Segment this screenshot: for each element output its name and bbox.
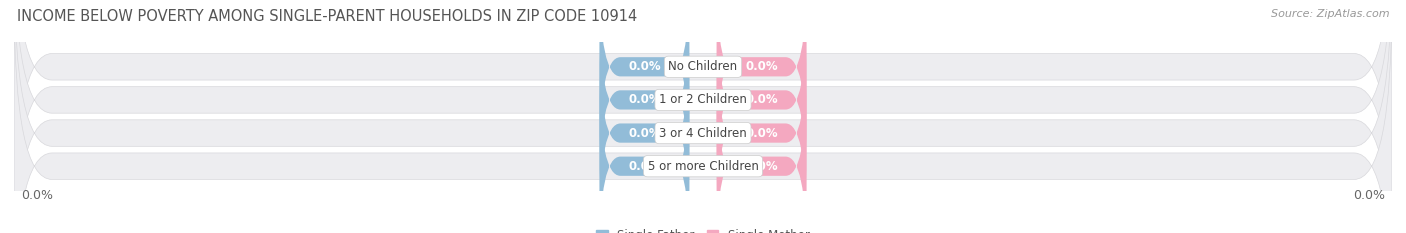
Text: 0.0%: 0.0%: [628, 127, 661, 140]
Text: 0.0%: 0.0%: [745, 93, 778, 106]
FancyBboxPatch shape: [717, 10, 807, 190]
Text: INCOME BELOW POVERTY AMONG SINGLE-PARENT HOUSEHOLDS IN ZIP CODE 10914: INCOME BELOW POVERTY AMONG SINGLE-PARENT…: [17, 9, 637, 24]
Text: Source: ZipAtlas.com: Source: ZipAtlas.com: [1271, 9, 1389, 19]
Text: 0.0%: 0.0%: [21, 189, 53, 202]
Text: 0.0%: 0.0%: [745, 60, 778, 73]
FancyBboxPatch shape: [717, 43, 807, 223]
FancyBboxPatch shape: [14, 0, 1392, 233]
Text: 3 or 4 Children: 3 or 4 Children: [659, 127, 747, 140]
FancyBboxPatch shape: [599, 0, 689, 157]
FancyBboxPatch shape: [14, 0, 1392, 233]
Text: 5 or more Children: 5 or more Children: [648, 160, 758, 173]
Text: 0.0%: 0.0%: [628, 60, 661, 73]
FancyBboxPatch shape: [599, 43, 689, 223]
Text: 0.0%: 0.0%: [745, 127, 778, 140]
FancyBboxPatch shape: [14, 0, 1392, 233]
Text: 1 or 2 Children: 1 or 2 Children: [659, 93, 747, 106]
Text: 0.0%: 0.0%: [745, 160, 778, 173]
Text: No Children: No Children: [668, 60, 738, 73]
FancyBboxPatch shape: [599, 76, 689, 233]
FancyBboxPatch shape: [14, 0, 1392, 233]
FancyBboxPatch shape: [717, 76, 807, 233]
FancyBboxPatch shape: [717, 0, 807, 157]
Legend: Single Father, Single Mother: Single Father, Single Mother: [596, 229, 810, 233]
FancyBboxPatch shape: [599, 10, 689, 190]
Text: 0.0%: 0.0%: [628, 160, 661, 173]
Text: 0.0%: 0.0%: [628, 93, 661, 106]
Text: 0.0%: 0.0%: [1353, 189, 1385, 202]
